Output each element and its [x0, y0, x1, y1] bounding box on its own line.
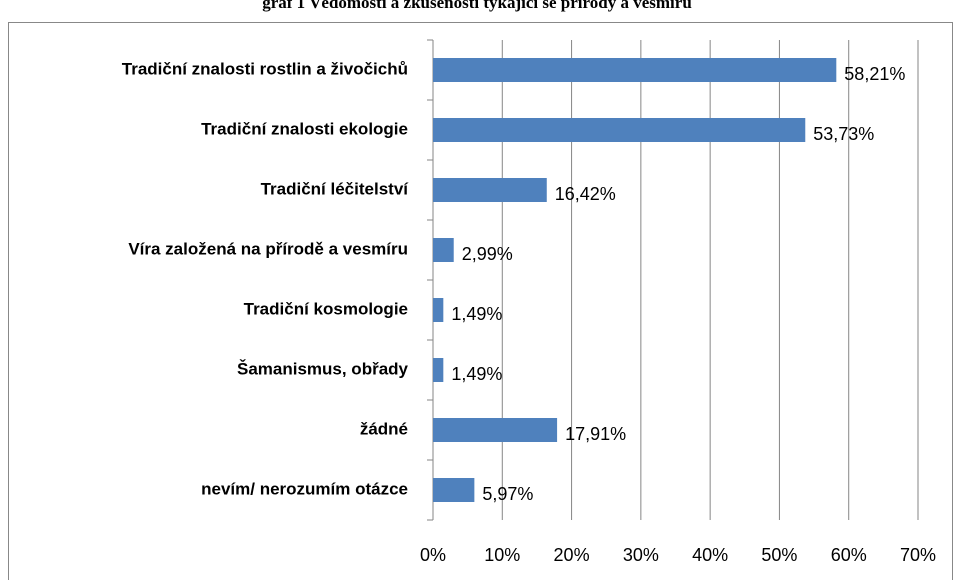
bar [433, 238, 454, 262]
bar [433, 298, 444, 322]
category-label: Tradiční léčitelství [261, 179, 410, 198]
data-label: 1,49% [451, 304, 502, 324]
x-tick-label: 50% [761, 545, 797, 565]
x-tick-label: 20% [554, 545, 590, 565]
bar [433, 418, 558, 442]
category-label: nevím/ nerozumím otázce [201, 479, 408, 498]
x-tick-label: 10% [484, 545, 520, 565]
bar [433, 118, 806, 142]
category-label: Šamanismus, obřady [237, 359, 409, 378]
data-label: 1,49% [451, 364, 502, 384]
x-tick-label: 30% [623, 545, 659, 565]
bar [433, 478, 475, 502]
bar [433, 58, 837, 82]
category-label: Víra založená na přírodě a vesmíru [128, 239, 408, 258]
x-tick-label: 0% [420, 545, 446, 565]
data-label: 17,91% [565, 424, 626, 444]
category-label: Tradiční znalosti ekologie [201, 119, 408, 138]
bar [433, 178, 547, 202]
data-label: 53,73% [813, 124, 874, 144]
x-tick-label: 70% [900, 545, 936, 565]
data-label: 5,97% [482, 484, 533, 504]
bar [433, 358, 444, 382]
data-label: 58,21% [844, 64, 905, 84]
x-tick-label: 40% [692, 545, 728, 565]
data-label: 2,99% [462, 244, 513, 264]
chart-title: graf 1 Vědomosti a zkušenosti týkající s… [262, 0, 692, 12]
category-label: žádné [360, 419, 408, 438]
category-label: Tradiční kosmologie [244, 299, 408, 318]
chart-frame [8, 22, 953, 580]
category-label: Tradiční znalosti rostlin a živočichů [122, 59, 408, 78]
data-label: 16,42% [555, 184, 616, 204]
x-tick-label: 60% [831, 545, 867, 565]
